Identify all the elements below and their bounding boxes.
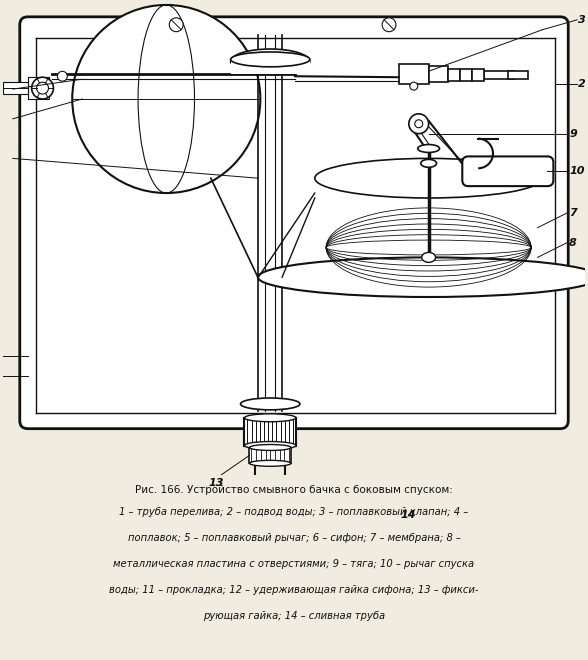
Text: 1 – труба перелива; 2 – подвод воды; 3 – поплавковый клапан; 4 –: 1 – труба перелива; 2 – подвод воды; 3 –… [119,507,469,517]
Text: 8: 8 [569,238,577,248]
Bar [230,61,310,75]
Circle shape [32,77,54,99]
Ellipse shape [245,442,296,449]
Ellipse shape [258,257,588,297]
Ellipse shape [249,461,291,466]
Bar [460,69,472,81]
Ellipse shape [249,445,291,450]
Bar [3,82,28,94]
Bar [28,77,49,99]
Bar [508,71,527,79]
Bar [472,69,484,81]
Text: поплавок; 5 – поплавковый рычаг; 6 – сифон; 7 – мембрана; 8 –: поплавок; 5 – поплавковый рычаг; 6 – сиф… [128,533,460,543]
Ellipse shape [417,145,439,152]
Text: 3: 3 [578,15,586,25]
Circle shape [382,18,396,32]
FancyBboxPatch shape [462,156,553,186]
Text: 13: 13 [208,478,223,488]
Text: 14: 14 [401,510,416,520]
Circle shape [72,5,260,193]
Text: 7: 7 [569,208,577,218]
Ellipse shape [240,398,300,410]
Ellipse shape [230,52,310,67]
Bar [249,447,291,463]
Circle shape [415,120,423,128]
Circle shape [409,114,429,134]
Bar [399,65,429,84]
Bar [484,71,514,79]
Circle shape [410,82,417,90]
Text: 10: 10 [569,166,584,176]
Text: Рис. 166. Устройство смывного бачка с боковым спуском:: Рис. 166. Устройство смывного бачка с бо… [135,485,453,495]
Ellipse shape [265,553,275,559]
Text: металлическая пластина с отверстиями; 9 – тяга; 10 – рычаг спуска: металлическая пластина с отверстиями; 9 … [113,559,475,569]
Circle shape [58,71,67,81]
Ellipse shape [315,158,543,198]
Ellipse shape [245,414,296,422]
Bar [245,418,296,446]
Circle shape [169,18,183,32]
Bar [429,67,449,82]
Text: воды; 11 – прокладка; 12 – удерживающая гайка сифона; 13 – фикси-: воды; 11 – прокладка; 12 – удерживающая … [109,585,479,595]
FancyBboxPatch shape [20,16,568,429]
Text: рующая гайка; 14 – сливная труба: рующая гайка; 14 – сливная труба [203,611,385,621]
Bar [449,69,460,81]
Circle shape [36,82,48,94]
Ellipse shape [422,252,436,262]
Text: 9: 9 [569,129,577,139]
Text: 2: 2 [578,79,586,89]
Ellipse shape [230,49,310,74]
Ellipse shape [421,159,436,167]
